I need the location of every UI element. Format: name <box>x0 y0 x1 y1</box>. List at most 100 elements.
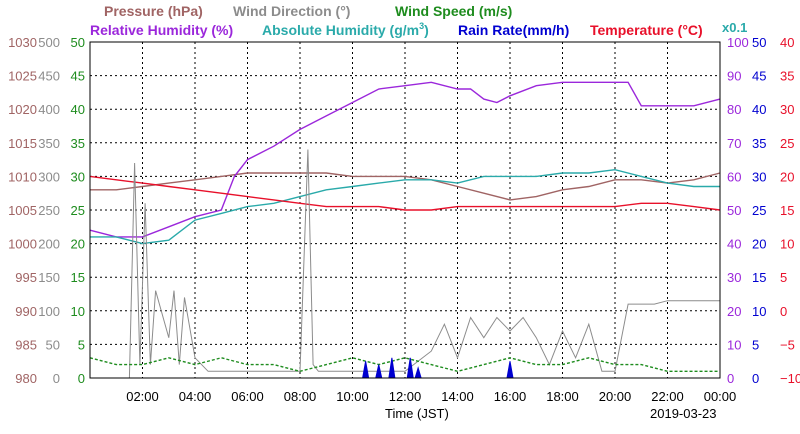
x-tick-label: 04:00 <box>179 389 212 404</box>
relative-humidity-tick-label: 30 <box>727 270 741 285</box>
wind-speed-tick-label: 25 <box>71 203 85 218</box>
legend-relative-humidity: Relative Humidity (%) <box>90 22 233 38</box>
relative-humidity-tick-label: 60 <box>727 169 741 184</box>
legend-wind-direction: Wind Direction (°) <box>233 3 350 19</box>
x-tick-label: 06:00 <box>231 389 264 404</box>
rain-rate-tick-label: 15 <box>752 270 766 285</box>
wind-direction-tick-label: 450 <box>38 69 60 84</box>
plot-frame <box>89 41 721 379</box>
wind-speed-tick-label: 5 <box>78 337 85 352</box>
pressure-tick-label: 985 <box>15 337 37 352</box>
relative-humidity-tick-label: 80 <box>727 102 741 117</box>
legend-pressure: Pressure (hPa) <box>104 3 203 19</box>
rain-rate-tick-label: 20 <box>752 237 766 252</box>
wind-direction-tick-label: 100 <box>38 304 60 319</box>
pressure-line <box>90 172 721 201</box>
relative-humidity-line <box>89 81 721 238</box>
rain-rate-tick-label: 10 <box>752 304 766 319</box>
wind-direction-tick-label: 300 <box>38 169 60 184</box>
temperature-tick-label: −5 <box>780 337 795 352</box>
wind-speed-line <box>89 357 720 373</box>
relative-humidity-tick-label: 70 <box>727 136 741 151</box>
legend-wind-speed: Wind Speed (m/s) <box>395 3 512 19</box>
temperature-tick-label: 5 <box>780 270 787 285</box>
pressure-tick-label: 1010 <box>8 169 37 184</box>
legend-temperature: Temperature (°C) <box>590 22 703 38</box>
pressure-tick-label: 1015 <box>8 136 37 151</box>
wind-speed-tick-label: 0 <box>78 371 85 386</box>
temperature-tick-label: 20 <box>780 169 794 184</box>
rain-rate-tick-label: 0 <box>752 371 759 386</box>
x-tick-label: 12:00 <box>389 389 422 404</box>
wind-direction-tick-label: 50 <box>46 337 60 352</box>
pressure-tick-label: 990 <box>15 304 37 319</box>
rain-rate-tick-label: 5 <box>752 337 759 352</box>
x-tick-label: 08:00 <box>284 389 317 404</box>
x-tick-label: 20:00 <box>599 389 632 404</box>
pressure-tick-label: 1000 <box>8 237 37 252</box>
temperature-tick-label: 35 <box>780 69 794 84</box>
legend-rain-rate: Rain Rate(mm/h) <box>458 22 569 38</box>
pressure-tick-label: 980 <box>15 371 37 386</box>
wind-direction-tick-label: 400 <box>38 102 60 117</box>
legend-absolute-humidity-close: ) <box>424 22 429 38</box>
legend-absolute-humidity-sup: 3 <box>419 21 424 31</box>
x-axis-title: Time (JST) <box>385 406 449 421</box>
wind-direction-tick-label: 0 <box>53 371 60 386</box>
pressure-tick-label: 1005 <box>8 203 37 218</box>
wind-direction-tick-label: 250 <box>38 203 60 218</box>
series-layer <box>89 81 721 379</box>
pressure-tick-label: 1025 <box>8 69 37 84</box>
absolute-humidity-line <box>90 168 720 245</box>
legend-rain-scale: x0.1 <box>722 20 747 35</box>
x-tick-label: 22:00 <box>651 389 684 404</box>
pressure-tick-label: 995 <box>15 270 37 285</box>
temperature-tick-label: −10 <box>780 371 800 386</box>
wind-speed-tick-label: 10 <box>71 304 85 319</box>
legend-absolute-humidity-text: Absolute Humidity (g/m <box>262 22 419 38</box>
temperature-tick-label: 25 <box>780 136 794 151</box>
x-tick-label: 10:00 <box>336 389 369 404</box>
x-tick-label: 18:00 <box>546 389 579 404</box>
temperature-tick-label: 15 <box>780 203 794 218</box>
axis-layer: 02:00 04:00 06:00 08:00 10:00 12:00 14:00 16:00… <box>8 35 800 404</box>
wind-direction-tick-label: 150 <box>38 270 60 285</box>
wind-direction-tick-label: 200 <box>38 237 60 252</box>
x-tick-label: 02:00 <box>126 389 159 404</box>
relative-humidity-tick-label: 40 <box>727 237 741 252</box>
wind-speed-tick-label: 15 <box>71 270 85 285</box>
temperature-tick-label: 40 <box>780 35 794 50</box>
rain-rate-tick-label: 30 <box>752 169 766 184</box>
temperature-line <box>89 175 721 211</box>
date-label: 2019-03-23 <box>650 406 717 421</box>
relative-humidity-tick-label: 90 <box>727 69 741 84</box>
rain-rate-tick-label: 35 <box>752 136 766 151</box>
wind-direction-tick-label: 500 <box>38 35 60 50</box>
rain-rate-tick-label: 40 <box>752 102 766 117</box>
temperature-tick-label: 0 <box>780 304 787 319</box>
temperature-tick-label: 30 <box>780 102 794 117</box>
pressure-tick-label: 1030 <box>8 35 37 50</box>
temperature-tick-label: 10 <box>780 237 794 252</box>
wind-speed-tick-label: 40 <box>71 102 85 117</box>
x-tick-label: 00:00 <box>704 389 737 404</box>
wind-speed-tick-label: 30 <box>71 169 85 184</box>
legend-absolute-humidity: Absolute Humidity (g/m3) <box>262 21 429 38</box>
x-tick-label: 14:00 <box>441 389 474 404</box>
rain-rate-tick-label: 45 <box>752 69 766 84</box>
wind-speed-tick-label: 20 <box>71 237 85 252</box>
wind-direction-tick-label: 350 <box>38 136 60 151</box>
relative-humidity-tick-label: 100 <box>727 35 749 50</box>
wind-speed-tick-label: 50 <box>71 35 85 50</box>
relative-humidity-tick-label: 0 <box>727 371 734 386</box>
wind-speed-tick-label: 45 <box>71 69 85 84</box>
rain-rate-tick-label: 50 <box>752 35 766 50</box>
wind-speed-tick-label: 35 <box>71 136 85 151</box>
x-tick-label: 16:00 <box>494 389 527 404</box>
relative-humidity-tick-label: 10 <box>727 337 741 352</box>
relative-humidity-tick-label: 50 <box>727 203 741 218</box>
pressure-tick-label: 1020 <box>8 102 37 117</box>
relative-humidity-tick-label: 20 <box>727 304 741 319</box>
